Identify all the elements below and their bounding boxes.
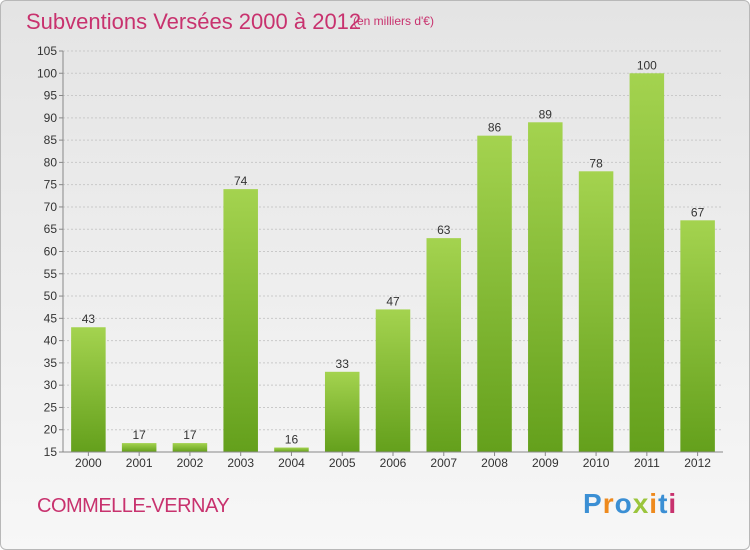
commune-name: COMMELLE-VERNAY <box>37 495 230 517</box>
y-tick-label: 35 <box>44 356 58 370</box>
chart-title: Subventions Versées 2000 à 2012 <box>26 9 362 34</box>
bar-value-label: 78 <box>589 156 603 170</box>
bar-value-label: 17 <box>132 428 146 442</box>
bar-2007 <box>426 238 462 452</box>
y-tick-label: 45 <box>44 311 58 325</box>
proxiti-logo[interactable]: Proxiti <box>583 488 677 520</box>
bar-2001 <box>121 443 157 452</box>
x-tick-label: 2001 <box>126 456 153 470</box>
logo-letter: P <box>583 488 603 519</box>
y-tick-label: 100 <box>37 66 57 80</box>
bars: 43 17 17 74 16 33 47 63 86 89 78 100 67 <box>71 58 715 453</box>
bar-value-label: 17 <box>183 428 197 442</box>
bar-2009 <box>528 122 563 453</box>
bar-2008 <box>477 135 512 452</box>
bar-value-label: 63 <box>437 223 451 237</box>
bar-2005 <box>324 371 360 452</box>
y-tick-label: 50 <box>44 289 58 303</box>
x-tick-label: 2011 <box>634 456 660 470</box>
bar-value-label: 47 <box>386 294 400 308</box>
y-tick-label: 85 <box>44 133 58 147</box>
x-tick-label: 2010 <box>583 456 610 470</box>
y-tick-label: 75 <box>44 178 58 192</box>
bar-2006 <box>375 309 411 452</box>
logo-letter: t <box>658 488 669 519</box>
bar-value-label: 100 <box>637 58 657 72</box>
x-tick-label: 2007 <box>430 456 457 470</box>
y-tick-label: 20 <box>44 423 58 437</box>
bar-2004 <box>274 447 309 452</box>
x-tick-label: 2012 <box>684 456 711 470</box>
x-tick-label: 2004 <box>278 456 305 470</box>
y-tick-label: 15 <box>44 445 58 459</box>
chart-subtitle: (en milliers d'€) <box>353 14 434 28</box>
bar-value-label: 16 <box>285 433 299 447</box>
bar-value-label: 74 <box>234 174 248 188</box>
y-tick-label: 25 <box>44 400 58 414</box>
y-tick-label: 105 <box>37 44 57 58</box>
x-tick-label: 2008 <box>481 456 508 470</box>
y-tick-label: 80 <box>44 155 58 169</box>
bar-2010 <box>578 171 614 453</box>
y-tick-label: 40 <box>44 334 58 348</box>
x-tick-label: 2002 <box>177 456 204 470</box>
x-tick-label: 2009 <box>532 456 559 470</box>
logo-letter: x <box>632 488 650 519</box>
grid-lines <box>63 50 723 453</box>
y-tick-label: 65 <box>44 222 58 236</box>
x-tick-label: 2005 <box>329 456 356 470</box>
y-tick-label: 55 <box>44 267 58 281</box>
logo-letter: i <box>668 488 678 519</box>
y-tick-label: 90 <box>44 111 58 125</box>
logo-letter: o <box>614 488 633 519</box>
bar-2003 <box>223 189 258 452</box>
y-tick-label: 70 <box>44 200 58 214</box>
y-tick-label: 30 <box>44 378 58 392</box>
bar-value-label: 33 <box>336 357 350 371</box>
axes: 15 20 25 30 35 40 45 50 55 60 65 70 75 80 85 90 95 100 105… <box>37 44 723 470</box>
bar-value-label: 67 <box>691 205 705 219</box>
bar-2000 <box>71 327 106 452</box>
logo-letter: i <box>649 488 659 519</box>
y-tick-label: 60 <box>44 245 58 259</box>
bar-value-label: 89 <box>539 107 553 121</box>
x-tick-label: 2000 <box>75 456 102 470</box>
bar-2002 <box>172 443 208 452</box>
bar-2012 <box>680 220 715 452</box>
logo-letter: r <box>602 488 615 519</box>
bar-value-label: 86 <box>488 121 502 135</box>
x-tick-label: 2003 <box>227 456 254 470</box>
y-tick-label: 95 <box>44 89 58 103</box>
bar-2011 <box>629 73 665 453</box>
x-tick-label: 2006 <box>380 456 407 470</box>
bar-value-label: 43 <box>82 312 96 326</box>
